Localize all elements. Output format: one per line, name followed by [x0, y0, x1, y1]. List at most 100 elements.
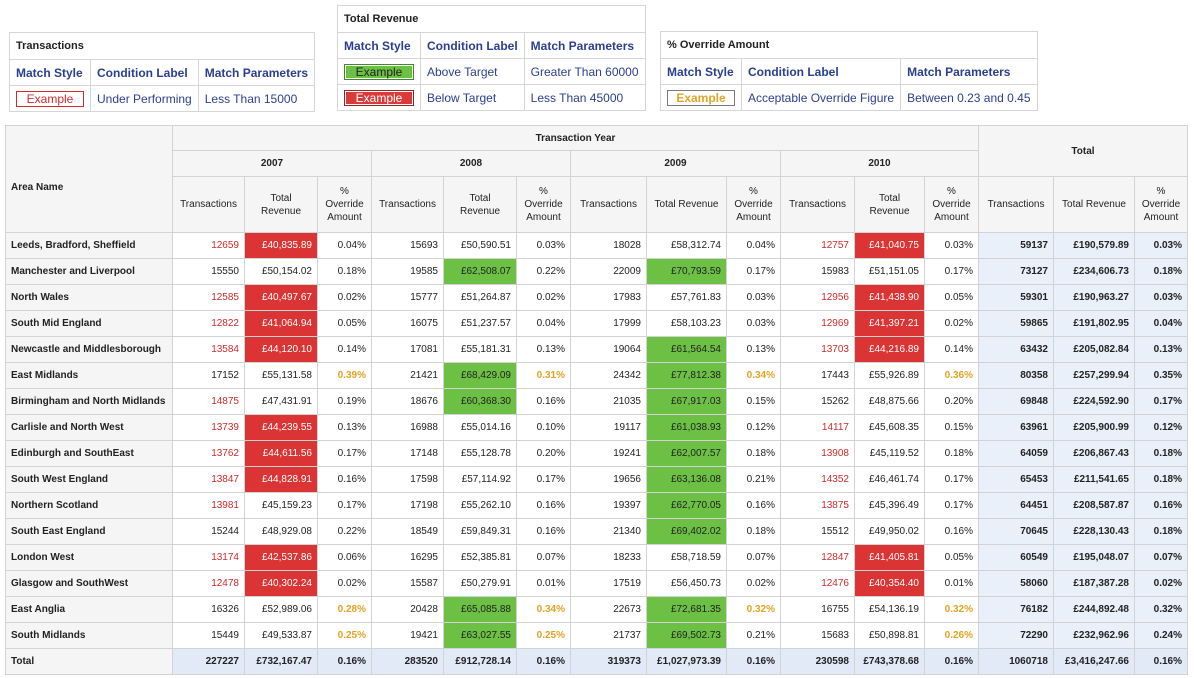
data-cell: 19656	[570, 466, 647, 493]
data-cell: £51,264.87	[443, 284, 517, 311]
data-cell: 15550	[172, 258, 245, 285]
data-cell: £45,396.49	[854, 492, 925, 519]
row-total-cell: £187,387.28	[1053, 570, 1135, 597]
data-cell: £67,917.03	[646, 388, 727, 415]
data-cell: £55,181.31	[443, 336, 517, 363]
data-cell: 0.18%	[726, 518, 781, 545]
data-cell: 0.03%	[516, 232, 571, 259]
transactions-header: Transactions	[371, 176, 444, 233]
data-cell: 12659	[172, 232, 245, 259]
data-cell: 0.17%	[726, 258, 781, 285]
data-cell: 18028	[570, 232, 647, 259]
data-cell: 0.32%	[726, 596, 781, 623]
data-cell: 0.17%	[924, 258, 979, 285]
data-cell: 19421	[371, 622, 444, 649]
data-cell: 12757	[780, 232, 855, 259]
data-cell: £65,085.88	[443, 596, 517, 623]
override-amount-header: % Override Amount	[516, 176, 571, 233]
data-cell: 0.12%	[726, 414, 781, 441]
data-cell: 12476	[780, 570, 855, 597]
data-cell: 21340	[570, 518, 647, 545]
data-cell: 0.34%	[516, 596, 571, 623]
data-cell: £50,898.81	[854, 622, 925, 649]
data-cell: 0.17%	[924, 466, 979, 493]
total-revenue-header: Total Revenue	[443, 176, 517, 233]
column-total-cell: 0.16%	[516, 648, 571, 675]
data-cell: 0.22%	[317, 518, 372, 545]
data-cell: £48,929.08	[244, 518, 318, 545]
data-cell: 13739	[172, 414, 245, 441]
table-row: South West England 13847 £44,828.91 0.16% 17…	[5, 466, 1188, 493]
data-cell: 15983	[780, 258, 855, 285]
data-cell: £57,761.83	[646, 284, 727, 311]
data-cell: 0.02%	[516, 284, 571, 311]
column-total-cell: £732,167.47	[244, 648, 318, 675]
data-cell: 12956	[780, 284, 855, 311]
row-total-cell: 0.04%	[1134, 310, 1188, 337]
data-cell: 0.05%	[317, 310, 372, 337]
data-cell: 0.28%	[317, 596, 372, 623]
table-row: South East England 15244 £48,929.08 0.22% 18…	[5, 518, 1188, 545]
area-name-cell: Newcastle and Middlesborough	[5, 336, 173, 363]
grand-total-cell: 1060718	[978, 648, 1054, 675]
data-cell: 17198	[371, 492, 444, 519]
area-name-header: Area Name	[5, 125, 173, 233]
legend-header-match-style: Match Style	[9, 59, 91, 86]
legend-style-cell: Example	[9, 85, 91, 112]
data-cell: 15449	[172, 622, 245, 649]
data-cell: £52,989.06	[244, 596, 318, 623]
style-example-swatch: Example	[667, 89, 735, 106]
row-total-cell: 0.13%	[1134, 336, 1188, 363]
data-cell: 0.17%	[317, 492, 372, 519]
row-total-cell: £205,082.84	[1053, 336, 1135, 363]
column-total-cell: 0.16%	[726, 648, 781, 675]
row-total-cell: 70645	[978, 518, 1054, 545]
legend-header-condition-label: Condition Label	[420, 32, 525, 59]
data-cell: 0.21%	[726, 466, 781, 493]
data-cell: 0.18%	[317, 258, 372, 285]
data-cell: 15777	[371, 284, 444, 311]
data-cell: 0.26%	[924, 622, 979, 649]
transactions-header: Transactions	[172, 176, 245, 233]
data-cell: 0.15%	[924, 414, 979, 441]
total-revenue-header: Total Revenue	[646, 176, 727, 233]
data-cell: 12847	[780, 544, 855, 571]
data-cell: 17152	[172, 362, 245, 389]
legend-override-amount: % Override Amount Match Style Condition …	[660, 31, 1038, 111]
area-name-cell: East Anglia	[5, 596, 173, 623]
total-revenue-header: Total Revenue	[854, 176, 925, 233]
area-name-cell: Birmingham and North Midlands	[5, 388, 173, 415]
data-cell: £41,438.90	[854, 284, 925, 311]
data-cell: £55,262.10	[443, 492, 517, 519]
data-cell: 0.19%	[317, 388, 372, 415]
area-name-label: Area Name	[11, 182, 64, 193]
row-total-cell: 0.07%	[1134, 544, 1188, 571]
data-cell: 0.14%	[317, 336, 372, 363]
area-name-cell: South Midlands	[5, 622, 173, 649]
data-cell: 15262	[780, 388, 855, 415]
data-cell: 0.21%	[726, 622, 781, 649]
row-total-cell: 73127	[978, 258, 1054, 285]
legend-title: Total Revenue	[337, 5, 646, 33]
data-cell: 0.02%	[726, 570, 781, 597]
legend-header-match-style: Match Style	[660, 58, 742, 85]
year-header: 2007	[172, 150, 372, 177]
area-name-cell: Manchester and Liverpool	[5, 258, 173, 285]
data-cell: 14875	[172, 388, 245, 415]
data-cell: 15683	[780, 622, 855, 649]
total-revenue-header: Total Revenue	[1053, 176, 1135, 233]
table-row: Manchester and Liverpool 15550 £50,154.02 0…	[5, 258, 1188, 285]
data-cell: 0.32%	[924, 596, 979, 623]
data-cell: 0.20%	[924, 388, 979, 415]
data-cell: 22009	[570, 258, 647, 285]
row-total-cell: £234,606.73	[1053, 258, 1135, 285]
data-cell: 13174	[172, 544, 245, 571]
style-example-swatch: Example	[16, 90, 84, 107]
legend-match-params: Less Than 15000	[197, 85, 316, 112]
data-cell: 17081	[371, 336, 444, 363]
transactions-header: Transactions	[570, 176, 647, 233]
row-total-cell: 0.12%	[1134, 414, 1188, 441]
row-total-cell: 65453	[978, 466, 1054, 493]
data-cell: 0.25%	[317, 622, 372, 649]
row-total-cell: 0.18%	[1134, 440, 1188, 467]
